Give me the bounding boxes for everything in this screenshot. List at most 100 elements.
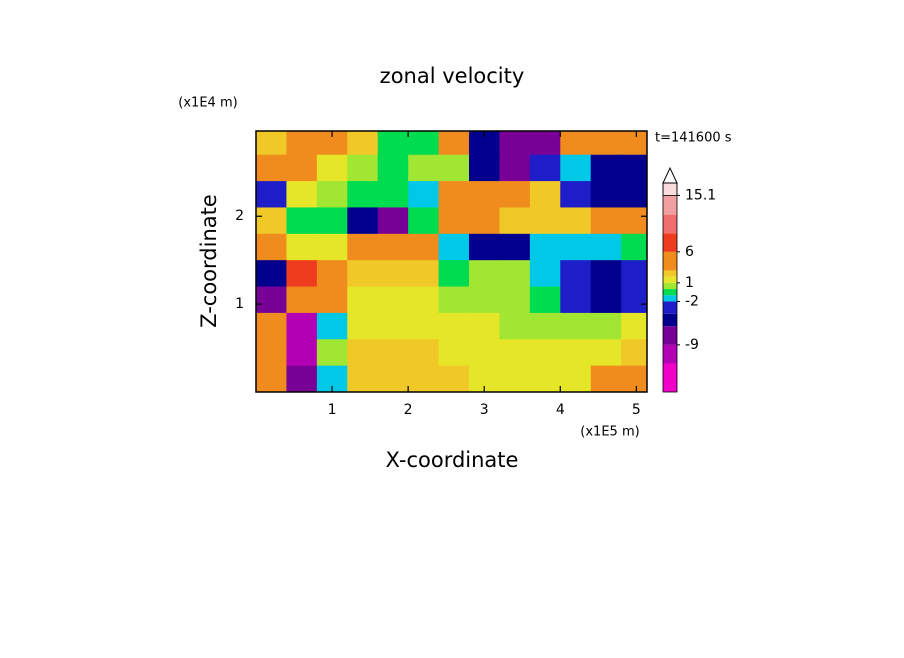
field-cell	[590, 312, 622, 340]
field-cell	[529, 233, 561, 261]
field-cell	[377, 339, 409, 367]
field-cell	[499, 131, 531, 156]
x-tick-label: 2	[404, 402, 413, 418]
field-cell	[621, 339, 647, 367]
x-tick-label: 5	[632, 402, 641, 418]
field-cell	[377, 207, 409, 235]
field-cell	[347, 131, 379, 156]
x-tick-label: 4	[556, 402, 565, 418]
field-cell	[256, 233, 288, 261]
field-cell	[529, 339, 561, 367]
field-cell	[377, 233, 409, 261]
field-cell	[529, 131, 561, 156]
field-cell	[560, 207, 592, 235]
field-cell	[560, 233, 592, 261]
field-cell	[256, 260, 288, 288]
field-cell	[316, 233, 348, 261]
field-cell	[621, 233, 647, 261]
colorbar-segment	[663, 195, 677, 215]
field-cell	[408, 260, 440, 288]
field-cell	[256, 131, 288, 156]
colorbar-segment	[663, 270, 677, 277]
field-cell	[621, 312, 647, 340]
field-cell	[408, 207, 440, 235]
field-cell	[590, 339, 622, 367]
field-cell	[377, 181, 409, 209]
field-cell	[590, 365, 622, 392]
field-cell	[377, 154, 409, 182]
colorbar-segment	[663, 295, 677, 302]
colorbar-segment	[663, 326, 677, 345]
field-cell	[468, 233, 501, 261]
field-cell	[560, 181, 592, 209]
colorbar-tick-label: -9	[685, 337, 699, 353]
field-cell	[286, 207, 318, 235]
colorbar-segment	[663, 344, 677, 364]
field-cell	[347, 154, 379, 182]
field-cell	[316, 339, 348, 367]
field-cell	[499, 286, 531, 314]
field-cell	[377, 286, 409, 314]
contour-field	[256, 131, 647, 392]
field-cell	[529, 207, 561, 235]
field-cell	[316, 312, 348, 340]
field-cell	[408, 181, 440, 209]
time-annotation: t=141600 s	[655, 131, 732, 146]
field-cell	[621, 207, 647, 235]
field-cell	[438, 154, 470, 182]
field-cell	[347, 365, 379, 392]
field-cell	[377, 131, 409, 156]
axes: 1 2 3 4 5 1 2	[235, 130, 648, 418]
x-tick-label: 3	[480, 402, 489, 418]
colorbar-segment	[663, 276, 677, 283]
field-cell	[347, 260, 379, 288]
field-cell	[256, 365, 288, 392]
field-cell	[438, 365, 470, 392]
field-cell	[256, 181, 288, 209]
field-cell	[408, 339, 440, 367]
field-cell	[621, 131, 647, 156]
field-cell	[256, 154, 288, 182]
field-cell	[560, 131, 592, 156]
field-cell	[256, 339, 288, 367]
field-cell	[529, 181, 561, 209]
field-cell	[256, 207, 288, 235]
field-cell	[529, 286, 561, 314]
colorbar-frame	[662, 182, 678, 393]
field-cell	[316, 260, 348, 288]
y-unit: (x1E4 m)	[178, 96, 237, 111]
field-cell	[590, 260, 622, 288]
plot-frame	[255, 130, 648, 393]
field-cell	[560, 286, 592, 314]
field-cell	[286, 131, 318, 156]
field-cell	[560, 154, 592, 182]
field-cell	[377, 312, 409, 340]
colorbar-arrow	[662, 166, 678, 184]
field-cell	[408, 365, 440, 392]
field-cell	[316, 154, 348, 182]
colorbar-segment	[663, 313, 677, 327]
field-cell	[468, 154, 501, 182]
field-cell	[438, 286, 470, 314]
field-cell	[468, 181, 501, 209]
field-cell	[621, 260, 647, 288]
chart-title: zonal velocity	[380, 64, 525, 88]
field-cell	[408, 312, 440, 340]
field-cell	[347, 233, 379, 261]
field-cell	[438, 233, 470, 261]
colorbar-tick-label: 15.1	[685, 187, 716, 203]
field-cell	[286, 286, 318, 314]
field-cell	[347, 339, 379, 367]
colorbar-tick-label: 6	[685, 244, 694, 260]
field-cell	[499, 260, 531, 288]
field-cell	[621, 154, 647, 182]
field-cell	[438, 339, 470, 367]
field-cell	[256, 286, 288, 314]
field-cell	[499, 207, 531, 235]
field-cell	[621, 365, 647, 392]
field-cell	[499, 181, 531, 209]
field-cell	[468, 207, 501, 235]
colorbar-segment	[663, 214, 677, 234]
field-cell	[347, 181, 379, 209]
field-cell	[347, 207, 379, 235]
